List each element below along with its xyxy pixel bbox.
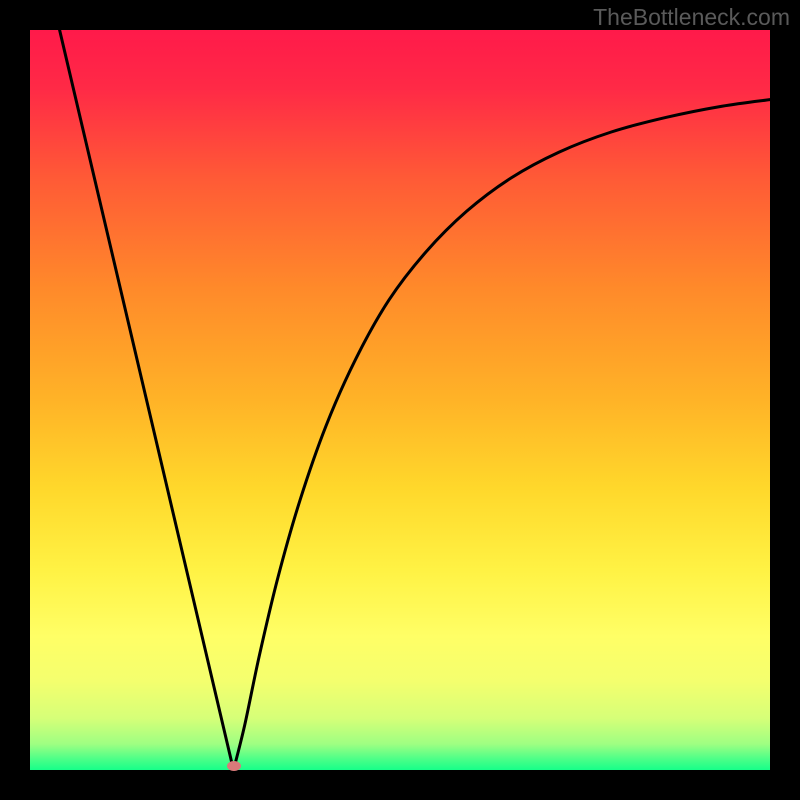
min-marker [227,761,241,771]
chart-container: TheBottleneck.com [0,0,800,800]
bottleneck-curve [30,30,770,770]
attribution-text: TheBottleneck.com [593,4,790,31]
plot-area [30,30,770,770]
